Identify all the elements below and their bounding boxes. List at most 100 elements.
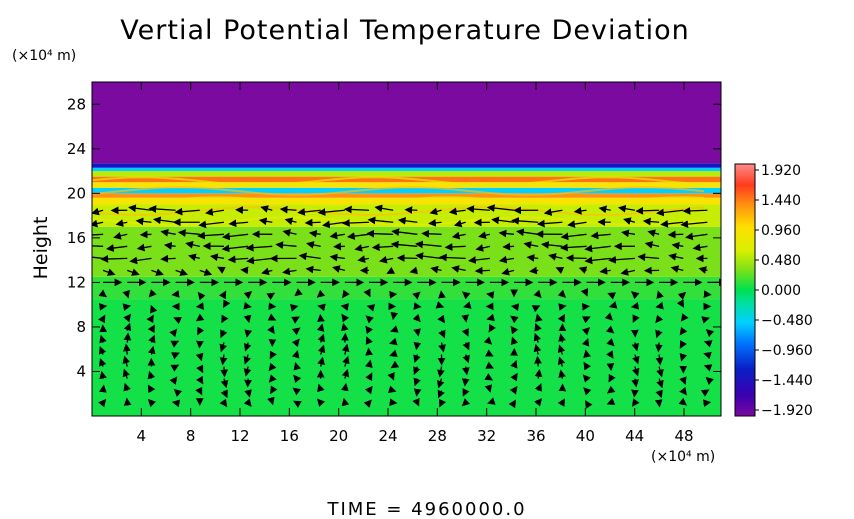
wind-vector <box>632 354 640 365</box>
wind-vector <box>173 316 182 325</box>
wind-vector <box>483 336 493 345</box>
wind-vector <box>173 388 183 397</box>
wind-vector <box>228 219 249 228</box>
wind-vector <box>620 268 636 276</box>
wind-vector <box>260 205 273 213</box>
heatmap-band <box>92 204 721 227</box>
wind-vector <box>105 244 128 252</box>
wind-vector <box>679 376 687 385</box>
wind-vector <box>412 291 421 300</box>
x-unit-label: (×10⁴ m) <box>651 449 715 465</box>
wind-vector <box>293 400 302 408</box>
wind-vector <box>478 231 491 239</box>
wind-vector <box>365 347 373 356</box>
wind-vector <box>135 217 152 226</box>
wind-vector <box>174 207 200 216</box>
wind-vector <box>510 325 519 335</box>
plot-area <box>92 82 721 416</box>
wind-vector <box>199 268 213 276</box>
wind-vector <box>413 354 421 364</box>
wind-vector <box>511 217 539 225</box>
wind-vector <box>498 255 515 264</box>
wind-vector <box>608 255 635 264</box>
wind-vector <box>291 349 300 359</box>
wind-vector <box>177 229 200 237</box>
wind-vector <box>484 349 494 357</box>
wind-vector <box>397 216 418 225</box>
wind-vector <box>534 398 543 407</box>
wind-vector <box>363 288 371 298</box>
wind-vector <box>540 241 563 249</box>
wind-vector <box>245 243 273 252</box>
wind-vector <box>461 398 471 407</box>
wind-vector <box>461 291 471 300</box>
wind-vector <box>365 359 373 369</box>
x-tick-label: 8 <box>186 427 196 445</box>
wind-vector <box>448 207 466 216</box>
wind-vector <box>160 229 176 237</box>
colorbar-tick-label: 1.920 <box>761 163 801 179</box>
wind-vector <box>147 324 155 334</box>
wind-vector <box>584 400 593 409</box>
y-tick-label: 16 <box>67 229 86 247</box>
wind-vector <box>148 334 156 344</box>
wind-vector <box>557 398 565 407</box>
heatmap-band <box>92 182 721 188</box>
wind-vector <box>631 389 639 398</box>
wind-vector <box>306 241 321 249</box>
wind-vector <box>429 207 442 216</box>
wind-vector <box>291 327 301 336</box>
wind-vector <box>558 333 566 343</box>
wind-vector <box>122 355 131 367</box>
wind-vector <box>599 266 611 275</box>
heatmap-contour <box>92 186 705 196</box>
wind-vector <box>487 397 496 405</box>
wind-vector <box>243 366 252 377</box>
wind-vector <box>122 343 131 355</box>
wind-vector <box>129 256 152 265</box>
wind-vector <box>413 366 421 376</box>
wind-vector <box>341 343 350 355</box>
wind-vector <box>438 398 447 408</box>
heatmap-band <box>92 197 721 205</box>
wind-vector <box>692 243 708 252</box>
wind-vector <box>267 313 277 321</box>
wind-vector <box>243 398 252 407</box>
wind-vector <box>340 382 349 392</box>
wind-vector <box>462 341 470 351</box>
wind-vector <box>682 206 708 215</box>
wind-vector <box>631 366 640 377</box>
wind-vector <box>197 291 206 301</box>
wind-vector <box>268 362 277 372</box>
wind-vector <box>635 206 660 215</box>
wind-vector <box>146 314 154 324</box>
wind-vector <box>279 205 297 214</box>
wind-vector <box>267 325 275 335</box>
wind-vector <box>346 232 370 240</box>
wind-vector <box>243 342 252 352</box>
heatmap-band <box>92 187 721 194</box>
wind-vector <box>387 385 397 394</box>
wind-vector <box>679 353 688 362</box>
wind-vector <box>655 354 664 366</box>
wind-vector <box>291 316 300 324</box>
wind-vector <box>297 208 321 216</box>
wind-vector <box>341 397 350 407</box>
wind-vector <box>92 207 104 216</box>
wind-vector <box>678 397 688 406</box>
colorbar-tick-label: 0.960 <box>761 223 801 239</box>
wind-vector <box>583 361 591 371</box>
colorbar-tick-label: 0.000 <box>761 283 801 299</box>
y-tick-label: 24 <box>67 140 86 158</box>
wind-vector <box>486 313 495 322</box>
wind-vector <box>341 313 350 323</box>
wind-vector <box>92 219 104 228</box>
wind-vector <box>317 356 325 367</box>
wind-vector <box>196 364 204 374</box>
wind-vector <box>700 389 710 397</box>
heatmap-band <box>92 171 721 177</box>
wind-vector <box>491 216 515 225</box>
wind-vector <box>371 243 394 252</box>
wind-vector <box>282 229 297 237</box>
